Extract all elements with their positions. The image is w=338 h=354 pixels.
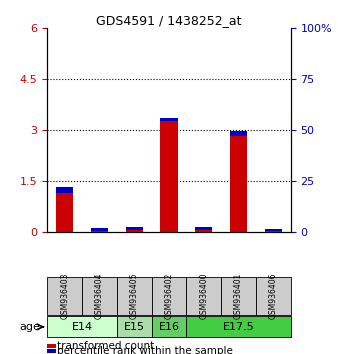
Text: E17.5: E17.5 (223, 322, 255, 332)
Title: GDS4591 / 1438252_at: GDS4591 / 1438252_at (96, 14, 242, 27)
Bar (186, 316, 291, 337)
Bar (152, 316, 186, 337)
Bar (125, 230, 143, 232)
Text: GSM936406: GSM936406 (269, 273, 278, 319)
Bar (160, 118, 178, 121)
Text: GSM936400: GSM936400 (199, 273, 208, 319)
Bar (117, 316, 152, 337)
Text: GSM936404: GSM936404 (95, 273, 104, 319)
Bar (91, 231, 108, 232)
Bar (91, 228, 108, 231)
Bar (265, 229, 282, 231)
Text: E16: E16 (159, 322, 179, 332)
Text: age: age (20, 322, 40, 332)
Bar (152, 277, 186, 315)
Text: GSM936403: GSM936403 (60, 273, 69, 319)
Bar (56, 193, 73, 232)
Bar (230, 136, 247, 232)
Bar (230, 131, 247, 136)
Bar (221, 277, 256, 315)
Bar (160, 121, 178, 232)
Bar (256, 277, 291, 315)
Bar (47, 316, 117, 337)
Bar (82, 277, 117, 315)
Bar (195, 227, 213, 230)
Bar (56, 187, 73, 193)
Text: GSM936405: GSM936405 (130, 273, 139, 319)
Text: GSM936402: GSM936402 (165, 273, 173, 319)
Text: transformed count: transformed count (57, 341, 155, 351)
Text: E15: E15 (124, 322, 145, 332)
Bar (195, 230, 213, 232)
Bar (117, 277, 152, 315)
Bar (47, 277, 82, 315)
Text: percentile rank within the sample: percentile rank within the sample (57, 346, 233, 354)
Bar (265, 231, 282, 232)
Text: E14: E14 (72, 322, 93, 332)
Bar (186, 277, 221, 315)
Bar (125, 227, 143, 230)
Text: GSM936401: GSM936401 (234, 273, 243, 319)
